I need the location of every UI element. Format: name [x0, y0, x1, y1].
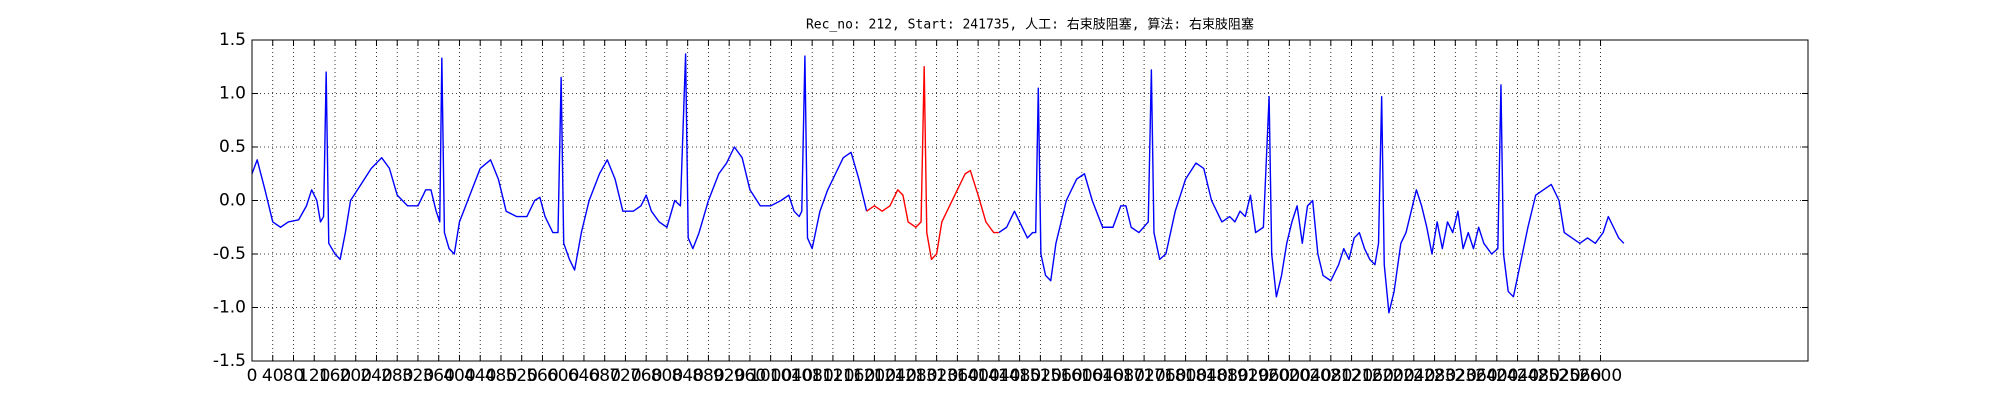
y-tick-label: 1.5 — [219, 30, 246, 50]
x-tick-label: 2360 — [1454, 366, 1497, 386]
x-tick-label: 2040 — [1288, 366, 1331, 386]
y-tick-label: 1.0 — [219, 84, 246, 104]
x-tick-label: 1720 — [1122, 366, 1165, 386]
x-tick-label: 1400 — [957, 366, 1000, 386]
x-tick-label: 360 — [422, 366, 454, 386]
x-tick-label: 640 — [568, 366, 600, 386]
x-tick-label: 520 — [505, 366, 537, 386]
x-tick-label: 1440 — [977, 366, 1020, 386]
x-tick-label: 120 — [298, 366, 330, 386]
x-tick-label: 280 — [381, 366, 413, 386]
x-tick-label: 160 — [319, 366, 351, 386]
plot-frame — [251, 39, 1809, 362]
x-tick-label: 1560 — [1039, 366, 1082, 386]
x-tick-label: 2240 — [1392, 366, 1435, 386]
x-tick-label: 1960 — [1247, 366, 1290, 386]
x-tick-label: 2200 — [1371, 366, 1414, 386]
x-tick-label: 1760 — [1143, 366, 1186, 386]
x-tick-label: 960 — [734, 366, 766, 386]
x-tick-label: 1480 — [998, 366, 1041, 386]
x-tick-label: 80 — [283, 366, 305, 386]
x-tick-label: 1240 — [874, 366, 917, 386]
x-tick-label: 800 — [651, 366, 683, 386]
x-tick-label: 2480 — [1517, 366, 1560, 386]
y-tick-label: -0.5 — [213, 244, 246, 264]
x-tick-label: 1200 — [853, 366, 896, 386]
x-tick-label: 200 — [340, 366, 372, 386]
x-tick-label: 2560 — [1558, 366, 1601, 386]
x-tick-label: 40 — [262, 366, 284, 386]
y-tick-label: -1.0 — [213, 298, 246, 318]
y-tick-label: -1.5 — [213, 351, 246, 371]
x-tick-label: 1120 — [811, 366, 854, 386]
x-tick-label: 720 — [609, 366, 641, 386]
x-tick-label: 1280 — [894, 366, 937, 386]
x-tick-label: 320 — [402, 366, 434, 386]
x-tick-label: 840 — [671, 366, 703, 386]
x-tick-label: 1640 — [1081, 366, 1124, 386]
x-tick-label: 760 — [630, 366, 662, 386]
x-tick-label: 480 — [485, 366, 517, 386]
x-tick-label: 2080 — [1309, 366, 1352, 386]
x-tick-label: 2280 — [1413, 366, 1456, 386]
x-tick-label: 1040 — [770, 366, 813, 386]
signal-line — [251, 53, 1625, 314]
x-tick-label: 400 — [443, 366, 475, 386]
x-tick-label: 2440 — [1496, 366, 1539, 386]
x-tick-label: 1520 — [1019, 366, 1062, 386]
x-tick-label: 1080 — [791, 366, 834, 386]
y-tick-label: 0.0 — [219, 191, 246, 211]
x-tick-label: 2320 — [1434, 366, 1477, 386]
chart-title: Rec_no: 212, Start: 241735, 人工: 右束肢阻塞, 算… — [806, 17, 1254, 33]
signal-line — [866, 66, 999, 261]
x-tick-label: 2160 — [1351, 366, 1394, 386]
x-tick-label: 2400 — [1475, 366, 1518, 386]
x-tick-label: 1840 — [1185, 366, 1228, 386]
x-tick-label: 1320 — [915, 366, 958, 386]
x-tick-label: 2600 — [1579, 366, 1622, 386]
x-tick-label: 1800 — [1164, 366, 1207, 386]
y-tick-label: 0.5 — [219, 137, 246, 157]
x-tick-label: 1360 — [936, 366, 979, 386]
x-tick-label: 1680 — [1102, 366, 1145, 386]
x-tick-label: 600 — [547, 366, 579, 386]
x-tick-label: 1160 — [832, 366, 875, 386]
x-tick-label: 560 — [526, 366, 558, 386]
x-tick-label: 1880 — [1205, 366, 1248, 386]
x-tick-label: 880 — [692, 366, 724, 386]
x-tick-label: 1600 — [1060, 366, 1103, 386]
x-tick-label: 2000 — [1268, 366, 1311, 386]
x-tick-label: 440 — [464, 366, 496, 386]
x-tick-label: 2520 — [1537, 366, 1580, 386]
x-tick-label: 240 — [360, 366, 392, 386]
x-tick-label: 1000 — [749, 366, 792, 386]
x-tick-label: 0 — [247, 366, 258, 386]
x-tick-label: 680 — [588, 366, 620, 386]
x-tick-label: 2120 — [1330, 366, 1373, 386]
x-tick-label: 920 — [713, 366, 745, 386]
x-tick-label: 1920 — [1226, 366, 1269, 386]
